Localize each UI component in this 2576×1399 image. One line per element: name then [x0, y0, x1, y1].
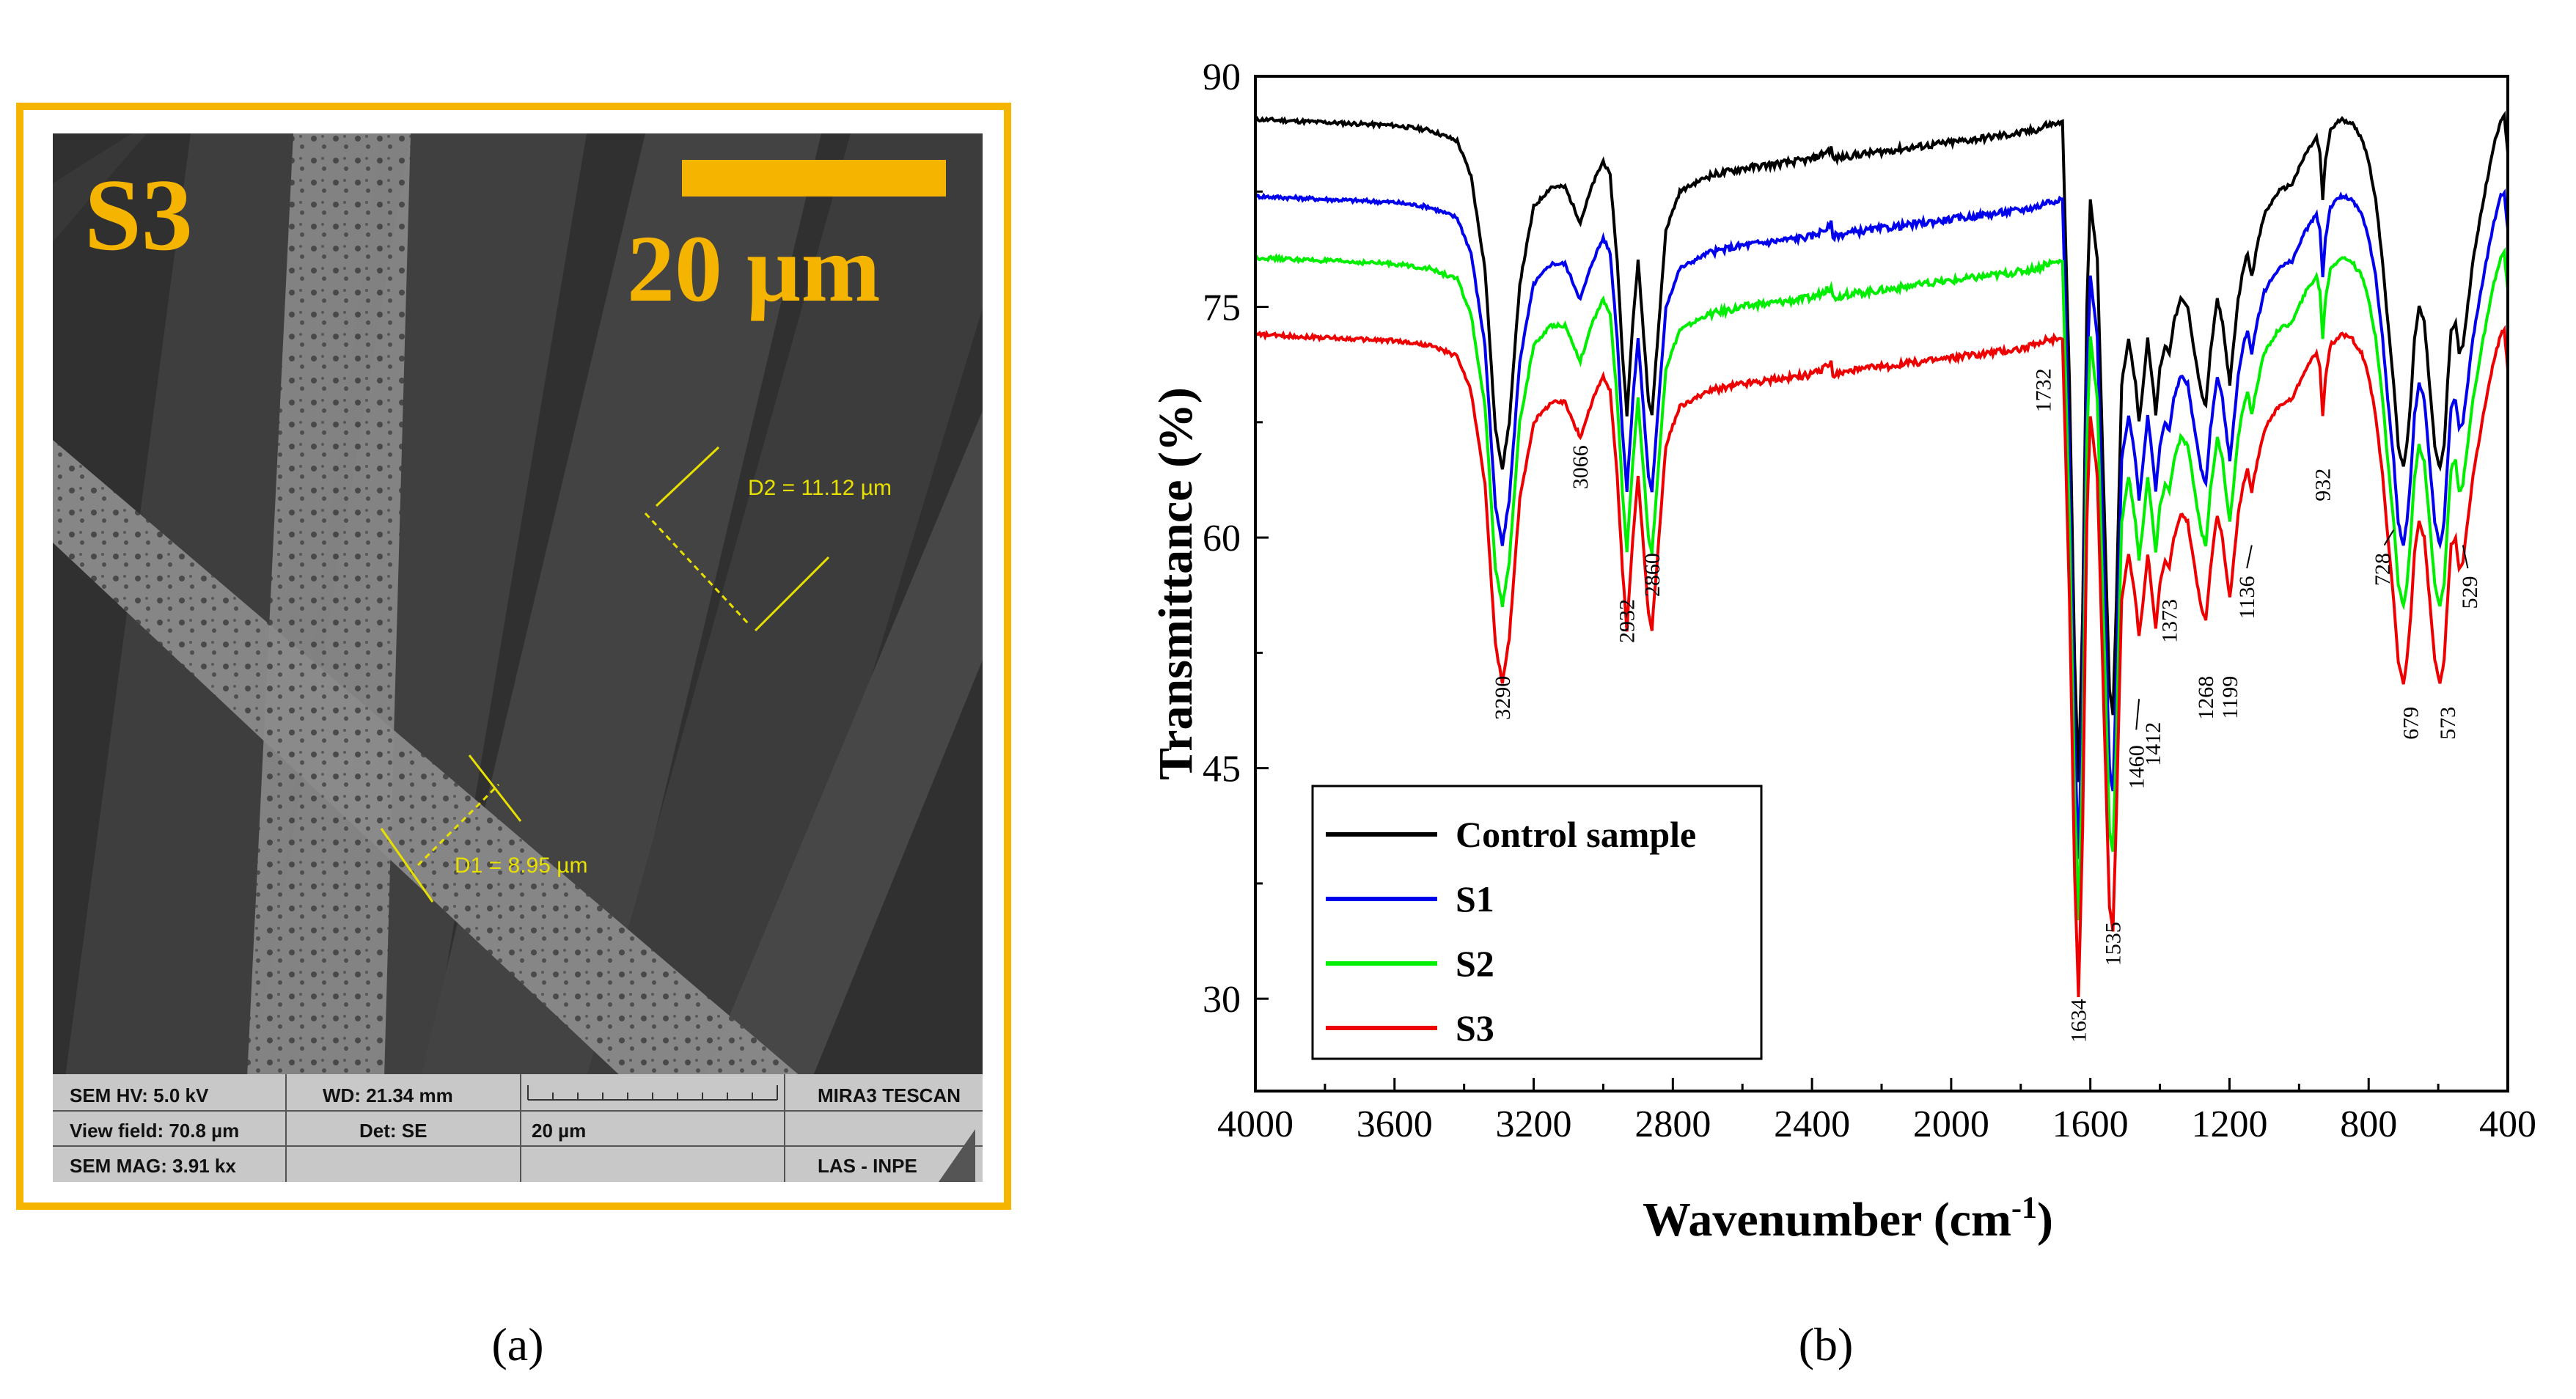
- sem-image: D2 = 11.12 µm D1 = 8.95 µm S3 20 µm: [53, 133, 983, 1182]
- legend-label: S3: [1456, 1007, 1494, 1049]
- y-tick-label: 60: [1203, 518, 1241, 559]
- peak-label-1199: 1199: [2218, 676, 2242, 719]
- ftir-panel: 4000 3600 3200 2800 2400 2000 1600 1200 800 400 3…: [1149, 56, 2536, 1370]
- series-line-s1: [1255, 188, 2508, 859]
- y-tick-label: 45: [1203, 749, 1241, 790]
- peak-label-1373: 1373: [2157, 599, 2181, 643]
- x-axis-title: Wavenumber (cm-1): [1643, 1191, 2053, 1246]
- info-detector: Det: SE: [359, 1120, 427, 1142]
- peak-label-573: 573: [2436, 707, 2460, 740]
- y-tick-label: 30: [1203, 979, 1241, 1021]
- peak-label-1460: 1460: [2124, 745, 2148, 789]
- info-brand: MIRA3 TESCAN: [818, 1084, 961, 1106]
- legend: Control sample S1 S2 S3: [1311, 785, 1763, 1060]
- peak-label-2932: 2932: [1615, 599, 1640, 643]
- sem-info-bar: SEM HV: 5.0 kV WD: 21.34 mm MIRA3 TESCAN…: [53, 1074, 983, 1182]
- x-tick-label: 1200: [2191, 1104, 2267, 1145]
- sample-tag: S3: [84, 158, 193, 272]
- x-tick-label: 1600: [2052, 1104, 2129, 1145]
- leader-line: [2462, 545, 2469, 569]
- legend-label: S2: [1456, 943, 1494, 984]
- peak-label-1412: 1412: [2141, 722, 2165, 766]
- peak-label-3290: 3290: [1491, 676, 1515, 720]
- legend-label: Control sample: [1456, 814, 1696, 855]
- peak-label-728: 728: [2371, 553, 2395, 586]
- measurement-d2: D2 = 11.12 µm: [748, 476, 892, 500]
- measurement-d1: D1 = 8.95 µm: [455, 853, 588, 878]
- series-line-s2: [1255, 246, 2508, 921]
- x-tick-label: 400: [2479, 1104, 2536, 1145]
- peak-label-1634: 1634: [2067, 999, 2091, 1043]
- porous-fiber-diagonal: [53, 440, 880, 1182]
- peak-label-932: 932: [2311, 469, 2335, 502]
- y-axis-title: Transmittance (%): [1149, 387, 1203, 780]
- series-group: [1255, 111, 2508, 997]
- x-tick-label: 3600: [1357, 1104, 1433, 1145]
- info-magnification: SEM MAG: 3.91 kx: [70, 1155, 236, 1177]
- info-lab: LAS - INPE: [818, 1155, 917, 1177]
- scale-bar-label: 20 µm: [627, 216, 881, 322]
- panel-a-label: (a): [491, 1318, 543, 1370]
- y-axis: 30 45 60 75 90: [1203, 56, 1269, 1021]
- info-wd: WD: 21.34 mm: [323, 1084, 453, 1106]
- peak-label-1535: 1535: [2102, 922, 2126, 966]
- y-tick-label: 90: [1203, 56, 1241, 98]
- x-tick-label: 2400: [1774, 1104, 1850, 1145]
- sem-frame: [16, 103, 1011, 1210]
- x-tick-label: 2000: [1913, 1104, 1989, 1145]
- x-tick-label: 800: [2340, 1104, 2397, 1145]
- info-hv: SEM HV: 5.0 kV: [70, 1084, 209, 1106]
- peak-label-2860: 2860: [1640, 553, 1665, 597]
- x-tick-label: 4000: [1217, 1104, 1293, 1145]
- info-scale: 20 µm: [532, 1120, 586, 1142]
- peak-label-1136: 1136: [2235, 576, 2259, 620]
- info-view-field: View field: 70.8 µm: [70, 1120, 239, 1142]
- x-axis: 4000 3600 3200 2800 2400 2000 1600 1200 800 400: [1217, 1078, 2536, 1145]
- legend-label: S1: [1456, 878, 1494, 919]
- series-line-control-sample: [1255, 111, 2508, 782]
- panel-b-label: (b): [1799, 1318, 1854, 1370]
- y-tick-label: 75: [1203, 287, 1241, 329]
- legend-box: [1311, 785, 1763, 1060]
- leader-line: [2383, 529, 2395, 546]
- peak-label-1268: 1268: [2194, 676, 2218, 720]
- peak-label-529: 529: [2458, 576, 2482, 609]
- series-line-s3: [1255, 324, 2508, 997]
- leader-line: [2246, 545, 2253, 569]
- peak-label-3066: 3066: [1568, 445, 1593, 489]
- scale-bar: [682, 160, 946, 197]
- peak-label-679: 679: [2399, 707, 2423, 740]
- peak-label-1732: 1732: [2032, 368, 2056, 412]
- x-tick-label: 2800: [1634, 1104, 1711, 1145]
- tescan-logo-icon: [939, 1129, 975, 1182]
- leader-line: [2135, 699, 2140, 730]
- sem-panel: D2 = 11.12 µm D1 = 8.95 µm S3 20 µm: [16, 103, 1011, 1370]
- porous-fiber-vertical: [242, 133, 411, 1182]
- x-tick-label: 3200: [1496, 1104, 1572, 1145]
